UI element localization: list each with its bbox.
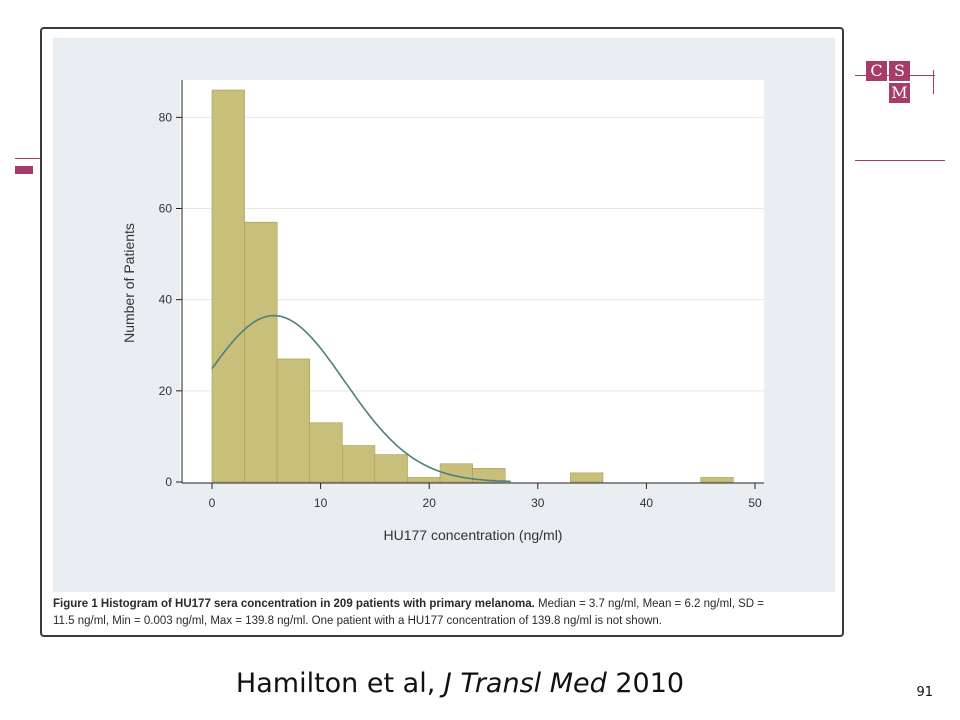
histogram-bar xyxy=(374,454,408,483)
axes: 0 20 40 60 80 0 10 20 30 40 50 xyxy=(159,80,764,510)
figure-caption: Figure 1 Histogram of HU177 sera concent… xyxy=(53,596,838,630)
y-axis-label: Number of Patients xyxy=(121,223,137,343)
x-axis-label: HU177 concentration (ng/ml) xyxy=(384,527,563,543)
x-tick-label: 30 xyxy=(531,496,545,510)
y-tick-label: 40 xyxy=(159,293,173,307)
y-tick-label: 80 xyxy=(159,110,173,124)
normal-curve xyxy=(211,314,511,483)
x-tick-label: 20 xyxy=(423,496,437,510)
x-tick-label: 50 xyxy=(748,496,762,510)
y-tick-label: 0 xyxy=(165,475,172,489)
caption-details-1: Median = 3.7 ng/ml, Mean = 6.2 ng/ml, SD… xyxy=(534,598,765,610)
histogram-bar xyxy=(570,472,604,483)
csm-logo: C S M xyxy=(855,58,945,108)
histogram-bar xyxy=(309,422,343,483)
y-tick-label: 20 xyxy=(159,384,173,398)
right-accent-line xyxy=(855,160,945,161)
citation-journal: J Transl Med xyxy=(443,668,607,699)
logo-letter-s: S xyxy=(889,61,910,81)
logo-letter-c: C xyxy=(866,61,887,81)
left-accent-line xyxy=(15,158,40,159)
x-tick-label: 10 xyxy=(314,496,328,510)
x-tick-label: 0 xyxy=(209,496,216,510)
histogram-bar xyxy=(276,358,311,483)
histogram-bar xyxy=(407,477,441,483)
citation: Hamilton et al, J Transl Med 2010 xyxy=(0,668,920,699)
histogram-bar xyxy=(244,221,278,483)
logo-letter-m: M xyxy=(889,83,910,103)
caption-figure-label: Figure 1 Histogram of HU177 sera concent… xyxy=(53,598,535,610)
citation-authors: Hamilton et al, xyxy=(235,668,444,699)
histogram-bar xyxy=(700,477,734,483)
caption-details-2: 11.5 ng/ml, Min = 0.003 ng/ml, Max = 139… xyxy=(53,615,662,627)
left-accent-block xyxy=(15,166,33,174)
x-tick-label: 40 xyxy=(640,496,654,510)
y-tick-label: 60 xyxy=(159,202,173,216)
page-number: 91 xyxy=(916,685,933,700)
logo-rule-vertical xyxy=(933,70,934,94)
histogram-bar xyxy=(342,445,376,483)
histogram-bars xyxy=(211,89,734,483)
citation-year: 2010 xyxy=(606,668,685,699)
histogram-bar xyxy=(472,468,506,483)
histogram-bar xyxy=(211,89,245,483)
